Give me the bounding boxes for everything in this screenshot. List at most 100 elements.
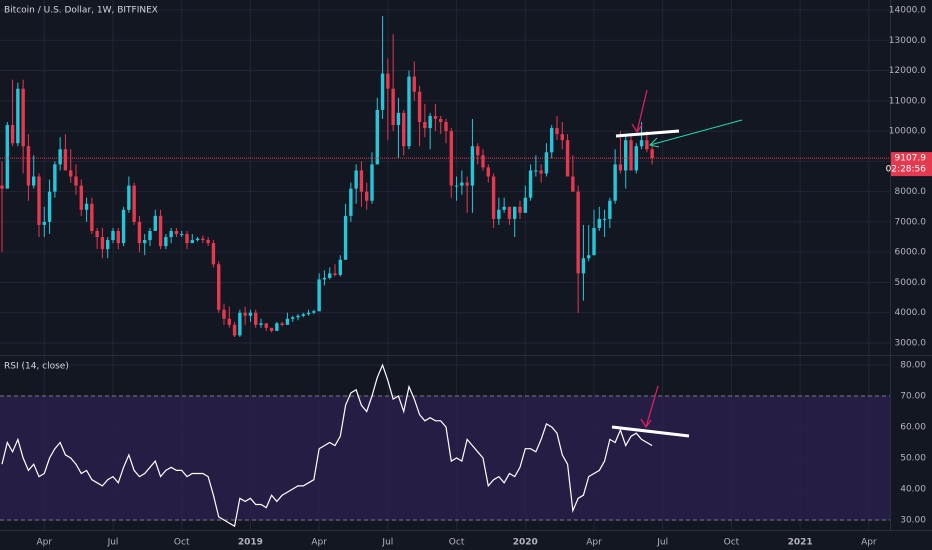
candle-body xyxy=(232,324,237,336)
candle-body xyxy=(195,238,200,241)
candle-body xyxy=(10,125,15,144)
candle-body xyxy=(349,188,353,216)
candle-body xyxy=(481,155,485,168)
candle-body xyxy=(111,230,115,241)
y-tick-label: 13000.0 xyxy=(889,36,926,46)
candle-body xyxy=(497,209,501,219)
candle-body xyxy=(354,170,358,189)
candle-body xyxy=(217,264,221,310)
arrow-head xyxy=(649,137,660,148)
candle-body xyxy=(491,176,496,219)
candle-body xyxy=(544,152,549,174)
candle-body xyxy=(380,73,385,110)
candle-body xyxy=(16,88,20,144)
candle-body xyxy=(608,200,612,219)
x-tick-label: Jul xyxy=(107,538,119,548)
y-tick-label: 30.00 xyxy=(900,516,926,526)
candle-body xyxy=(69,170,73,177)
candle-body xyxy=(592,227,596,256)
y-tick-label: 50.00 xyxy=(900,454,926,464)
candle-body xyxy=(301,314,305,316)
candle-body xyxy=(328,273,332,278)
y-tick-label: 70.00 xyxy=(900,392,926,402)
candle-body xyxy=(587,255,591,259)
y-tick-label: 11000.0 xyxy=(889,96,926,106)
candle-body xyxy=(180,234,184,236)
candle-body xyxy=(0,185,4,189)
candle-body xyxy=(470,146,475,186)
candle-body xyxy=(106,240,110,250)
candle-body xyxy=(433,115,438,119)
candle-body xyxy=(306,312,311,315)
x-tick-label: Oct xyxy=(724,538,740,548)
x-tick-label: 2019 xyxy=(238,538,263,548)
candle-body xyxy=(264,323,268,328)
y-tick-label: 60.00 xyxy=(900,423,926,433)
candle-body xyxy=(428,115,432,129)
candle-body xyxy=(539,170,543,174)
candle-body xyxy=(116,230,120,244)
candle-body xyxy=(370,164,374,201)
candle-body xyxy=(185,234,189,244)
candle-body xyxy=(5,125,9,189)
candle-body xyxy=(639,140,644,147)
candle-body xyxy=(84,203,89,210)
candle-body xyxy=(613,164,617,201)
candle-body xyxy=(402,112,406,147)
candle-body xyxy=(153,215,157,231)
candle-body xyxy=(624,140,628,171)
candle-body xyxy=(201,238,205,241)
candle-body xyxy=(100,237,105,250)
candle-body xyxy=(164,237,168,247)
candle-body xyxy=(417,91,422,123)
candle-body xyxy=(47,191,52,222)
candle-body xyxy=(439,118,443,123)
candle-body xyxy=(502,206,506,210)
candle-body xyxy=(618,164,623,171)
candle-body xyxy=(169,230,173,238)
candle-body xyxy=(386,73,390,89)
x-tick-label: Jul xyxy=(656,538,668,548)
candle-body xyxy=(465,182,469,186)
divergence-drawing xyxy=(611,425,690,438)
y-tick-label: 80.00 xyxy=(900,361,926,371)
candle-body xyxy=(127,185,131,210)
candle-body xyxy=(95,230,99,238)
candle-body xyxy=(476,146,480,156)
candle-body xyxy=(280,323,284,325)
last-price-tag xyxy=(891,152,932,177)
candle-body xyxy=(254,312,258,325)
x-tick-label: Jul xyxy=(381,538,393,548)
arrow-drawing xyxy=(649,119,743,146)
y-tick-label: 40.00 xyxy=(900,485,926,495)
rsi-line xyxy=(1,363,653,528)
candle-body xyxy=(534,170,538,172)
arrow-head xyxy=(631,123,643,134)
y-tick-label: 14000.0 xyxy=(889,6,926,16)
candle-body xyxy=(412,76,416,92)
candle-body xyxy=(143,240,147,244)
candle-body xyxy=(449,131,453,186)
rsi-band xyxy=(0,396,890,520)
arrow-drawing xyxy=(636,89,648,133)
marks-layer xyxy=(0,16,890,528)
candle-body xyxy=(555,128,559,135)
candle-body xyxy=(227,318,231,325)
candle-body xyxy=(238,312,242,336)
candle-body xyxy=(259,323,263,325)
candle-body xyxy=(550,128,554,153)
candle-body xyxy=(396,112,401,126)
y-tick-label: 8000.0 xyxy=(895,187,927,197)
x-tick-label: 2020 xyxy=(513,538,538,548)
candle-body xyxy=(132,185,136,222)
candle-body xyxy=(174,230,179,235)
x-tick-label: Oct xyxy=(449,538,465,548)
last-price-label: 9107.9 xyxy=(895,154,927,164)
chart-title: Bitcoin / U.S. Dollar, 1W, BITFINEX xyxy=(4,6,158,16)
candle-body xyxy=(32,176,36,186)
candle-body xyxy=(42,221,46,225)
candle-body xyxy=(523,197,527,213)
candle-body xyxy=(460,182,464,186)
x-tick-label: 2021 xyxy=(788,538,813,548)
candle-body xyxy=(317,279,321,312)
